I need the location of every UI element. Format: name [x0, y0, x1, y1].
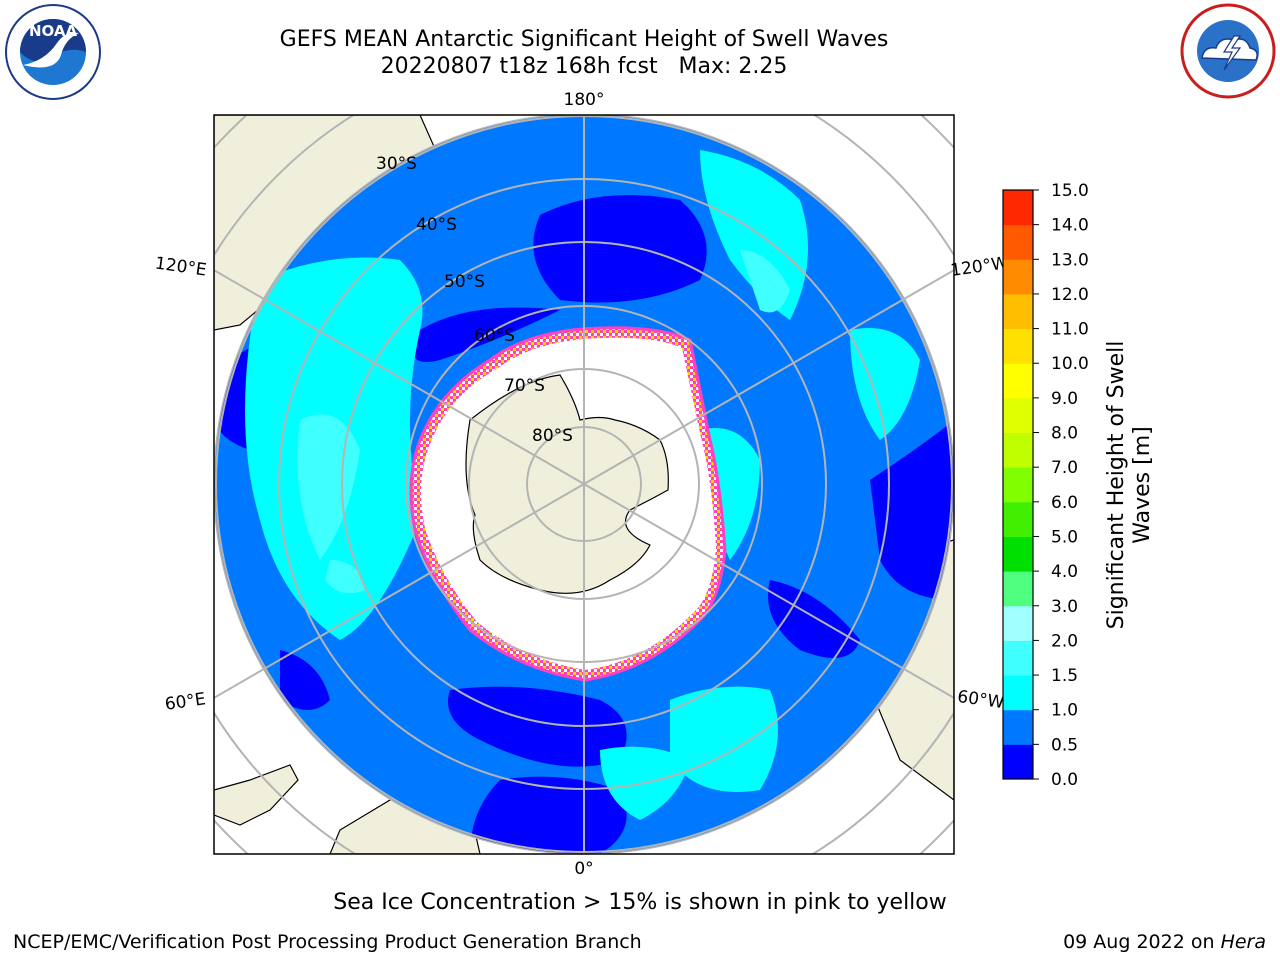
colorbar-bin: [1003, 328, 1033, 364]
colorbar-label: Significant Height of Swell Waves [m]: [1104, 340, 1155, 630]
colorbar-tick-label: 2.0: [1051, 631, 1078, 651]
colorbar-bin: [1003, 363, 1033, 399]
colorbar-tick-label: 14.0: [1051, 216, 1089, 236]
colorbar-bin: [1003, 501, 1033, 537]
colorbar-tick-label: 8.0: [1051, 424, 1078, 444]
graticule: [214, 115, 954, 854]
national-weather-service-logo: [1180, 3, 1276, 99]
colorbar-tick-label: 12.0: [1051, 285, 1089, 305]
colorbar-tick-label: 15.0: [1051, 181, 1089, 201]
colorbar-bin: [1003, 709, 1033, 745]
lon-label-60e: 60°E: [164, 689, 207, 714]
colorbar-tick-label: 0.0: [1051, 770, 1078, 790]
footer-date: 09 Aug 2022 on Hera: [1063, 931, 1266, 953]
colorbar-tick-label: 5.0: [1051, 527, 1078, 547]
colorbar-tick-label: 9.0: [1051, 389, 1078, 409]
colorbar-bin: [1003, 605, 1033, 641]
chart-subtitle: 20220807 t18z 168h fcst Max: 2.25: [380, 54, 788, 79]
colorbar-bin: [1003, 224, 1033, 260]
colorbar-tick-label: 0.5: [1051, 735, 1078, 755]
colorbar-tick-label: 3.0: [1051, 597, 1078, 617]
colorbar-bin: [1003, 536, 1033, 572]
sea-ice-caption: Sea Ice Concentration > 15% is shown in …: [333, 890, 947, 915]
madagascar-land: [214, 764, 299, 826]
swell-low-band: [214, 195, 954, 854]
colorbar: 0.0 0.5 1.0 1.5 2.0 3.0 4.0 5.0 6.0 7.0 8.0 9.0 10.0…: [1002, 181, 1089, 790]
footer-host: Hera: [1220, 931, 1266, 953]
colorbar-bin: [1003, 571, 1033, 607]
colorbar-bin: [1003, 397, 1033, 434]
colorbar-tick-label: 4.0: [1051, 562, 1078, 582]
map-frame: [213, 114, 955, 855]
lat-label-80s: 80°S: [532, 426, 573, 446]
lat-label-50s: 50°S: [444, 272, 485, 292]
lat-label-60s: 60°S: [474, 326, 515, 346]
colorbar-tick-label: 13.0: [1051, 250, 1089, 270]
colorbar-tick-label: 1.5: [1051, 666, 1078, 686]
noaa-logo: NOAA: [5, 4, 101, 100]
lat-label-40s: 40°S: [416, 215, 457, 235]
colorbar-bin: [1003, 293, 1033, 330]
lon-label-120e: 120°E: [154, 254, 208, 281]
colorbar-tick-label: 6.0: [1051, 493, 1078, 513]
footer-credit: NCEP/EMC/Verification Post Processing Pr…: [13, 931, 642, 953]
colorbar-bin: [1003, 190, 1033, 226]
lon-label-60w: 60°W: [956, 687, 1005, 713]
lon-label-180: 180°: [564, 90, 605, 110]
colorbar-bin: [1003, 675, 1033, 711]
colorbar-bin: [1003, 432, 1033, 468]
colorbar-bin: [1003, 467, 1033, 503]
colorbar-tick-label: 1.0: [1051, 701, 1078, 721]
lat-label-30s: 30°S: [376, 154, 417, 174]
colorbar-tick-label: 7.0: [1051, 458, 1078, 478]
colorbar-bin: [1003, 744, 1033, 780]
lat-label-70s: 70°S: [504, 376, 545, 396]
lon-label-0: 0°: [574, 859, 593, 879]
svg-text:NOAA: NOAA: [29, 22, 78, 40]
colorbar-bin: [1003, 640, 1033, 676]
colorbar-frame: [1002, 189, 1034, 780]
chart-title: GEFS MEAN Antarctic Significant Height o…: [279, 27, 889, 52]
colorbar-bin: [1003, 259, 1033, 295]
lon-label-120w: 120°W: [949, 253, 1009, 281]
colorbar-tick-label: 10.0: [1051, 354, 1089, 374]
colorbar-tick-label: 11.0: [1051, 320, 1089, 340]
